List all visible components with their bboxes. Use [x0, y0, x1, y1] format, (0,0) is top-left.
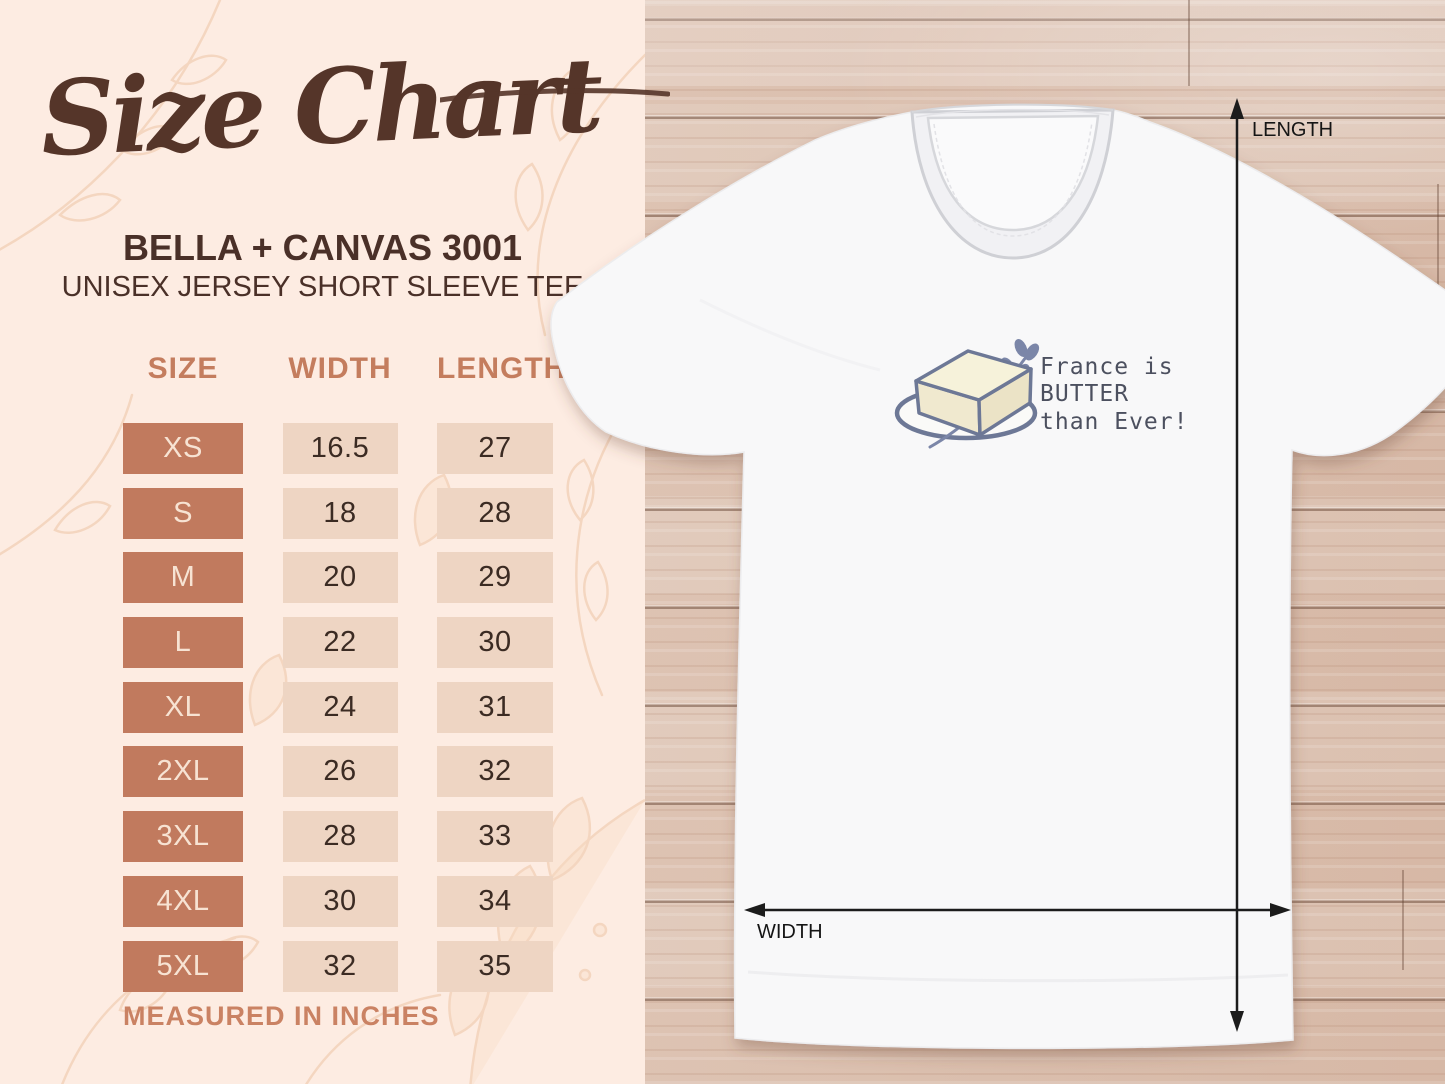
size-chart-panel: Size Chart BELLA + CANVAS 3001 UNISEX JE…: [0, 0, 670, 1084]
size-table-header: SIZE WIDTH LENGTH: [123, 352, 567, 386]
length-cell: 35: [437, 940, 553, 992]
width-label: WIDTH: [757, 921, 823, 943]
length-cell: 32: [437, 746, 553, 798]
width-cell: 22: [282, 617, 398, 669]
header-width: WIDTH: [288, 352, 392, 385]
design-text-line-1: France is: [1040, 354, 1174, 380]
product-line: UNISEX JERSEY SHORT SLEEVE TEE: [61, 271, 584, 303]
collar: [910, 103, 1115, 260]
length-cell: 34: [437, 875, 553, 927]
header-size: SIZE: [147, 352, 219, 385]
size-cell: XS: [123, 423, 243, 474]
wood-plank-seam: [1437, 184, 1439, 292]
length-cell: 29: [437, 552, 553, 604]
wood-plank-seam: [1402, 870, 1404, 970]
fabric-wrinkles: [699, 298, 1289, 983]
brand-line: BELLA + CANVAS 3001: [122, 227, 523, 268]
length-cell: 31: [437, 681, 553, 733]
width-cell: 24: [282, 681, 398, 733]
length-arrow: [1230, 98, 1244, 1032]
title-brush-swash: [440, 88, 670, 103]
size-cell: 4XL: [123, 875, 243, 927]
width-cell: 30: [282, 875, 398, 927]
width-cell: 32: [282, 940, 398, 992]
shirt-design: France is BUTTER than Ever!: [894, 339, 1188, 449]
length-label: LENGTH: [1252, 119, 1333, 141]
size-cell: XL: [123, 681, 243, 733]
width-arrow: [744, 903, 1291, 917]
size-cell: 3XL: [123, 811, 243, 863]
length-cell: 30: [437, 617, 553, 669]
t-shirt-body: [550, 104, 1445, 1050]
size-cell: S: [123, 487, 243, 539]
width-cell: 20: [282, 552, 398, 604]
wood-plank-seam: [1188, 0, 1190, 86]
design-text-line-2: BUTTER: [1040, 381, 1129, 407]
measurement-unit-note: MEASURED IN INCHES: [123, 1001, 440, 1031]
size-table: XS 16.5 27 S 18 28 M 20 29 L 22 30 XL 24: [123, 423, 553, 992]
width-cell: 26: [282, 746, 398, 798]
size-cell: 5XL: [123, 940, 243, 992]
length-cell: 33: [437, 811, 553, 863]
header-length: LENGTH: [437, 352, 567, 385]
size-cell: M: [123, 552, 243, 604]
width-cell: 18: [282, 487, 398, 539]
width-cell: 28: [282, 811, 398, 863]
size-cell: 2XL: [123, 746, 243, 798]
size-cell: L: [123, 617, 243, 669]
length-cell: 28: [437, 487, 553, 539]
design-text-line-3: than Ever!: [1040, 409, 1188, 435]
length-cell: 27: [437, 423, 553, 474]
width-cell: 16.5: [282, 423, 398, 474]
butter-stick-icon: [914, 349, 1033, 437]
